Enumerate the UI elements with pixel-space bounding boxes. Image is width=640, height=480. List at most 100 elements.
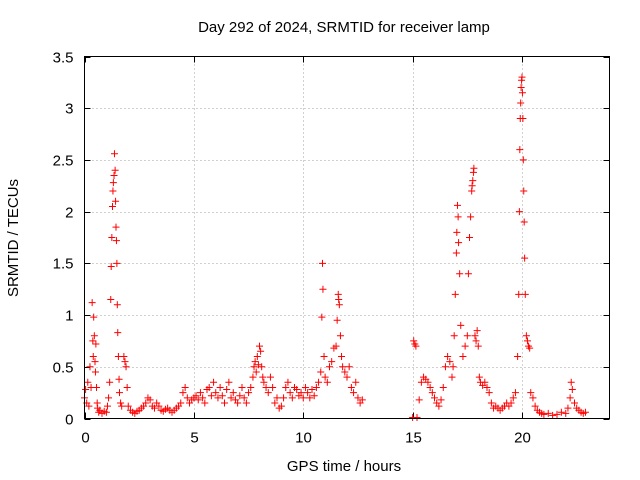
data-point [526,344,534,352]
data-point [318,313,326,321]
data-point [449,363,457,371]
data-point [142,399,150,407]
data-point [319,285,327,293]
x-tick-label: 0 [81,430,89,447]
data-point [529,394,537,402]
data-point [453,228,461,236]
data-point [457,321,465,329]
data-point [260,378,268,386]
data-point [84,378,92,386]
data-point [112,197,120,205]
data-point [218,392,226,400]
data-point [435,402,443,410]
data-point [103,402,111,410]
data-point [328,358,336,366]
data-point [345,363,353,371]
data-point [257,347,265,355]
data-point [487,399,495,407]
data-point [89,337,97,345]
data-point [312,383,320,391]
data-point [518,89,526,97]
data-point [468,182,476,190]
data-point [454,213,462,221]
data-point [280,394,288,402]
data-point [581,408,589,416]
data-point [410,337,418,345]
data-point [108,234,116,241]
data-point [467,213,475,221]
data-point [111,166,119,174]
data-point [320,352,328,360]
data-point [472,337,480,345]
data-point [332,342,340,350]
data-point [450,332,458,340]
data-point [221,399,228,407]
data-point [306,394,314,402]
data-point [256,342,263,350]
data-point [110,171,118,179]
data-point [258,363,266,371]
data-point [549,411,557,419]
data-point [426,383,434,391]
data-point [223,386,231,394]
data-point [297,389,305,397]
data-point [531,402,539,410]
data-point [413,413,421,421]
data-point [242,399,250,407]
data-point [566,394,574,402]
data-point [336,332,344,340]
data-point [216,383,224,391]
data-point [210,378,218,386]
data-point [338,352,346,360]
data-point [109,187,117,195]
data-point [122,363,130,371]
data-point [89,352,97,360]
data-point [284,378,292,386]
data-point [155,402,163,410]
y-tick-label: 0 [65,412,73,429]
data-point [455,239,463,247]
data-point [333,316,341,324]
data-point [562,409,570,417]
data-point [437,396,445,404]
x-axis-label: GPS time / hours [287,458,401,475]
data-point [412,342,420,350]
data-point [521,254,529,262]
data-point [473,327,481,335]
data-point [93,383,101,391]
data-point [264,389,272,397]
data-point [288,394,296,402]
data-point [194,396,202,404]
data-point [469,177,477,185]
data-point [114,329,122,337]
data-point [205,383,213,391]
data-point [475,373,483,381]
data-point [516,146,524,154]
data-point [123,383,131,391]
data-point [481,378,489,386]
data-point [207,392,215,400]
data-point [553,410,561,418]
chart-title: Day 292 of 2024, SRMTID for receiver lam… [198,19,490,36]
data-point [88,299,96,307]
data-point [117,399,125,407]
data-point [234,399,242,407]
data-point [301,383,309,391]
data-point [321,373,329,381]
data-point [507,399,515,407]
data-point [343,373,351,381]
data-point [151,404,158,412]
data-point [567,378,575,386]
data-point [544,409,552,417]
data-point [177,399,185,407]
data-point [453,201,461,209]
data-point [118,402,126,410]
data-point [519,115,527,123]
x-tick-label: 5 [190,430,198,447]
data-point [451,290,459,298]
data-point [192,392,200,400]
data-point [229,389,237,397]
data-point [214,394,222,402]
data-point [483,383,491,391]
data-point [461,342,469,350]
